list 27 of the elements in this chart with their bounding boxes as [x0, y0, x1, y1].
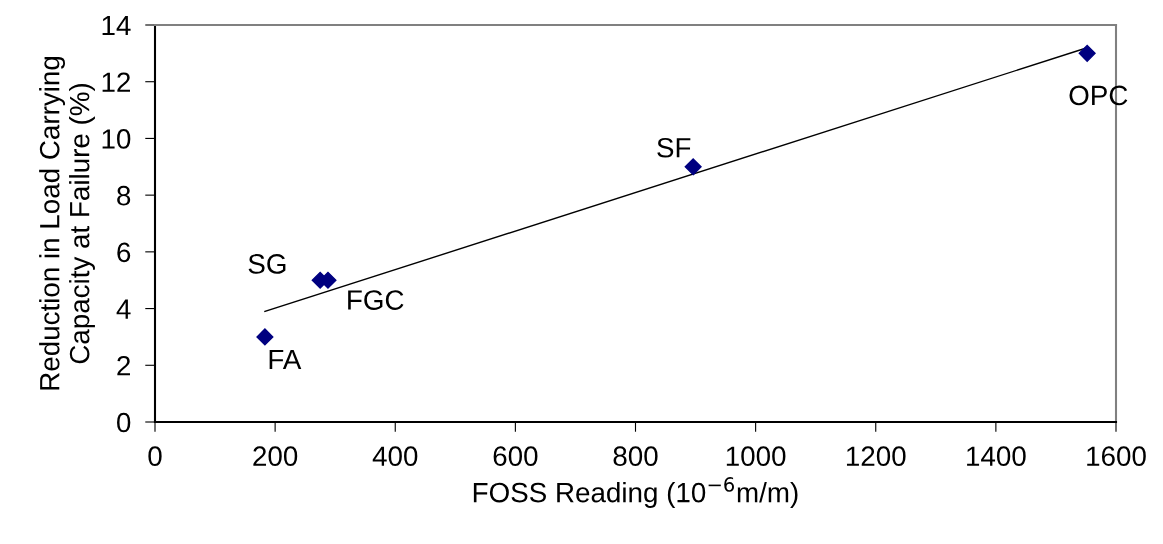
- y-tick-label: 0: [117, 412, 131, 433]
- x-tick-label: 800: [613, 446, 658, 467]
- x-axis-title: FOSS Reading (10$^{−6}$m/m): [473, 477, 798, 508]
- y-tick-label: 6: [117, 242, 131, 263]
- point: [684, 158, 702, 176]
- point: [256, 328, 274, 346]
- x-tick-label: 1000: [726, 446, 786, 467]
- annotation: FA: [269, 350, 302, 370]
- annotation: SF: [657, 137, 691, 158]
- y-tick-label: 12: [102, 72, 130, 92]
- annotation: SG: [248, 254, 286, 274]
- point: [1078, 44, 1096, 62]
- x-tick-label: 400: [372, 446, 418, 467]
- y-tick-label: 10: [102, 129, 131, 149]
- x-tick-label: 1200: [846, 446, 906, 467]
- y-tick-label: 2: [117, 355, 130, 376]
- x-tick-label: 200: [253, 446, 298, 467]
- y-tick-label: 4: [116, 299, 131, 319]
- x-tick-label: 0: [148, 446, 162, 467]
- annotation: FGC: [348, 290, 404, 310]
- y-tick-label: 14: [102, 15, 131, 36]
- x-tick-label: 600: [493, 446, 538, 467]
- x-tick-label: 1600: [1087, 446, 1146, 467]
- annotation: OPC: [1069, 85, 1128, 106]
- y-axis-title: Reduction in Load Carrying Capacity at Failure (%): [39, 56, 95, 390]
- y-tick-label: 8: [117, 185, 131, 206]
- x-tick-label: 1400: [967, 446, 1026, 467]
